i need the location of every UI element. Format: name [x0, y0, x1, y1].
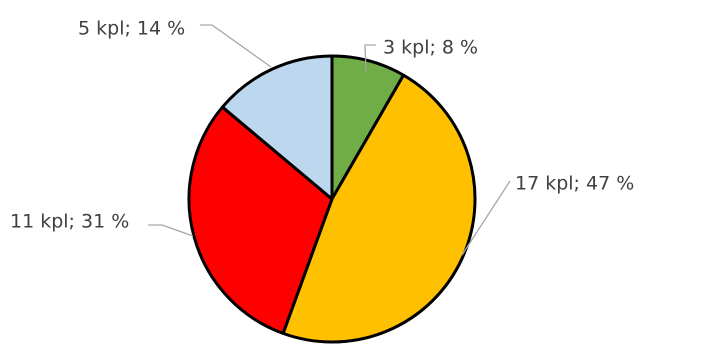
pie-slice-3 [187, 105, 334, 335]
leader-line-4 [200, 24, 272, 68]
leader-line-2 [461, 180, 511, 256]
leader-lines [148, 24, 511, 256]
leader-line-1 [364, 44, 376, 72]
data-labels: 3 kpl; 8 % 17 kpl; 47 % 11 kpl; 31 % 5 kpl;… [10, 18, 634, 233]
pie-slice-4 [220, 54, 334, 201]
leader-line-3 [148, 224, 194, 237]
data-label-2: 17 kpl; 47 % [515, 173, 634, 195]
data-label-3: 11 kpl; 31 % [10, 211, 129, 233]
data-label-4: 5 kpl; 14 % [78, 18, 185, 40]
pie-slices [187, 54, 477, 344]
data-label-1: 3 kpl; 8 % [383, 37, 478, 59]
pie-slice-2 [281, 73, 477, 344]
